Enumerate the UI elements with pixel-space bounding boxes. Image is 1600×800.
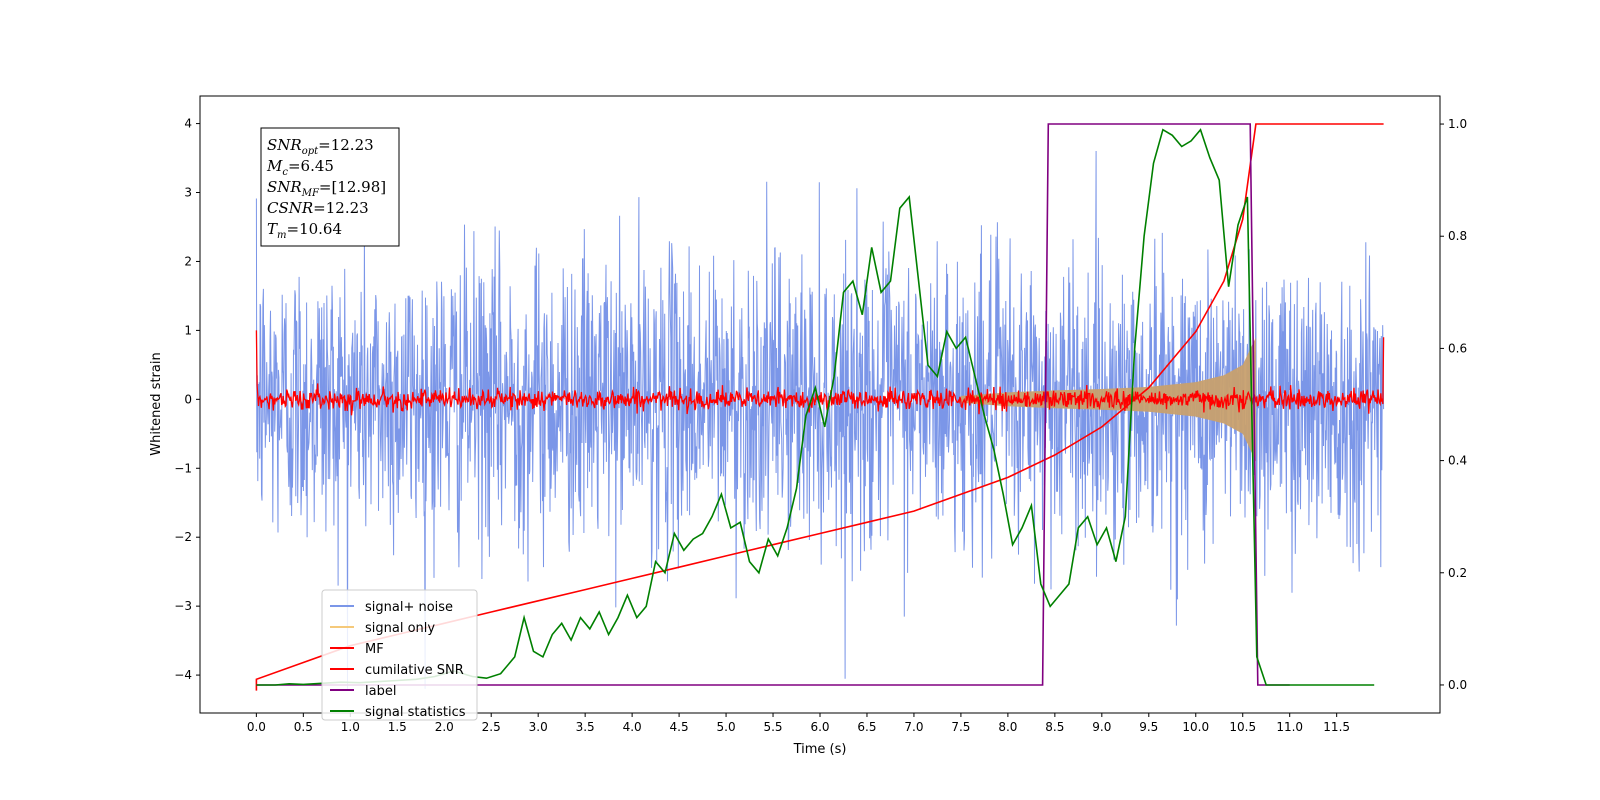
- y-axis-label: Whitened strain: [149, 352, 164, 455]
- annotation-line: SNRMF=[12.98]: [267, 178, 386, 199]
- legend-entry: signal+ noise: [365, 600, 453, 615]
- legend-entry: label: [365, 684, 396, 699]
- x-tick-label: 7.5: [951, 720, 970, 734]
- x-tick-label: 1.5: [388, 720, 407, 734]
- legend-box: [321, 589, 478, 721]
- y-tick-label: 0: [184, 392, 192, 406]
- x-tick-label: 6.5: [857, 720, 876, 734]
- x-tick-label: 2.0: [435, 720, 454, 734]
- y-axis-right: 1.0 0.8 0.6 0.4 0.2 0.0: [1440, 117, 1467, 692]
- x-tick-label: 5.0: [717, 720, 736, 734]
- x-tick-label: 8.0: [998, 720, 1017, 734]
- x-axis-label: Time (s): [793, 742, 847, 757]
- x-tick-label: 0.5: [294, 720, 313, 734]
- x-tick-label: 9.5: [1139, 720, 1158, 734]
- annotation-line: Mc=6.45: [266, 157, 334, 178]
- y2-tick-label: 0.4: [1448, 454, 1467, 468]
- x-tick-label: 4.0: [623, 720, 642, 734]
- x-tick-label: 2.5: [482, 720, 501, 734]
- x-tick-label: 0.0: [247, 720, 266, 734]
- y-tick-label: −3: [174, 599, 192, 613]
- series-label-line: [256, 123, 1290, 686]
- series-signal-noise-line: [255, 150, 1385, 689]
- y-tick-label: 4: [184, 117, 192, 131]
- x-tick-label: 9.0: [1092, 720, 1111, 734]
- legend-entry: MF: [365, 642, 384, 657]
- x-tick-label: 7.0: [904, 720, 923, 734]
- y2-tick-label: 0.6: [1448, 341, 1467, 355]
- y-tick-label: −1: [174, 461, 192, 475]
- y2-tick-label: 1.0: [1448, 117, 1467, 131]
- y2-tick-label: 0.0: [1448, 678, 1467, 692]
- annotation-box: [260, 127, 400, 247]
- y-tick-label: −2: [174, 530, 192, 544]
- y-tick-label: 3: [184, 186, 192, 200]
- y-tick-label: 1: [184, 323, 192, 337]
- y2-tick-label: 0.2: [1448, 566, 1467, 580]
- x-axis: 0.0 0.5 1.0 1.5 2.0 2.5 3.0 3.5 4.0 4.5 5.0 5.5 6.0 6…: [247, 713, 1350, 734]
- x-tick-label: 3.5: [576, 720, 595, 734]
- x-tick-label: 4.5: [670, 720, 689, 734]
- x-tick-label: 11.0: [1276, 720, 1303, 734]
- x-tick-label: 8.5: [1045, 720, 1064, 734]
- x-tick-label: 11.5: [1323, 720, 1350, 734]
- x-tick-label: 10.5: [1229, 720, 1256, 734]
- y-tick-label: 2: [184, 254, 192, 268]
- stats-annotation: SNRopt=12.23Mc=6.45SNRMF=[12.98]CSNR=12.…: [260, 127, 400, 247]
- legend-entry: cumilative SNR: [365, 663, 464, 678]
- y-tick-label: −4: [174, 668, 192, 682]
- series-signal-statistics-line: [256, 128, 1375, 686]
- x-tick-label: 10.0: [1182, 720, 1209, 734]
- annotation-line: SNRopt=12.23: [267, 136, 374, 157]
- legend-entry: signal only: [365, 621, 435, 636]
- legend-entry: signal statistics: [365, 705, 466, 720]
- annotation-line: Tm=10.64: [267, 220, 342, 241]
- x-tick-label: 5.5: [763, 720, 782, 734]
- series-mf-line: [255, 330, 1385, 416]
- annotation-line: CSNR=12.23: [267, 199, 369, 217]
- x-tick-label: 6.0: [810, 720, 829, 734]
- x-tick-label: 3.0: [529, 720, 548, 734]
- y2-tick-label: 0.8: [1448, 229, 1467, 243]
- legend: signal+ noise signal only MF cumilative SNR…: [321, 589, 478, 721]
- x-tick-label: 1.0: [341, 720, 360, 734]
- y-axis-left: 4 3 2 1 0 −1 −2 −3 −4: [174, 117, 200, 682]
